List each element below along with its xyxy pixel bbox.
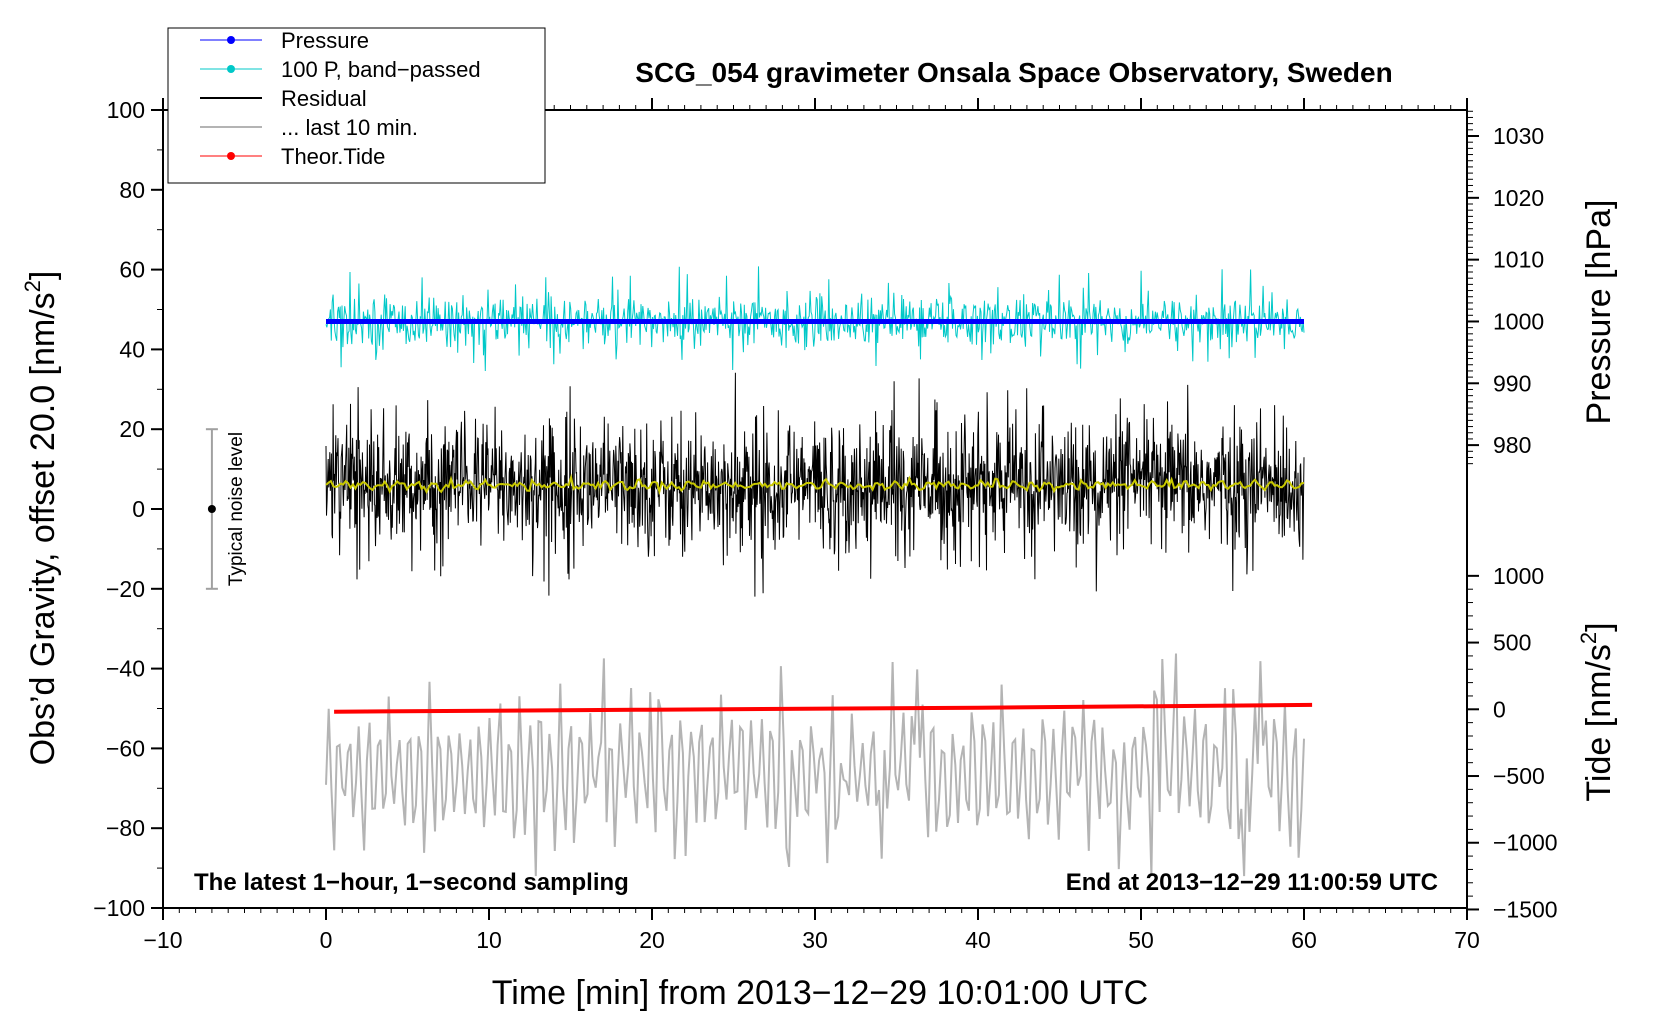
legend-label: Theor.Tide xyxy=(281,144,385,169)
note-bottom-right: End at 2013−12−29 11:00:59 UTC xyxy=(1066,869,1438,896)
tide-axis-title: Tide [nm/s2] xyxy=(1576,622,1618,801)
y-tick-label: −20 xyxy=(106,576,145,602)
labels-layer: −10 0 10 20 30 40 50 60 70100806040200−20−40−60−… xyxy=(93,97,1557,953)
y-tick-label: 80 xyxy=(119,177,145,203)
y-axis-title-close: ] xyxy=(24,271,62,280)
x-axis-title: Time [min] from 2013−12−29 10:01:00 UTC xyxy=(492,974,1148,1012)
legend-label: 100 P, band−passed xyxy=(281,57,481,82)
x-tick-label: 40 xyxy=(965,927,991,953)
tide-axis-title-close: ] xyxy=(1580,622,1618,631)
x-tick-label: 30 xyxy=(802,927,828,953)
y-axis-title-main: Obs’d Gravity, offset 20.0 [nm/s xyxy=(24,292,62,765)
x-tick-label: 0 xyxy=(320,927,333,953)
y-tick-label: −100 xyxy=(93,895,145,921)
y-tick-label: 0 xyxy=(132,496,145,522)
legend: Pressure 100 P, band−passed Residual ... la… xyxy=(167,27,546,184)
noise-bar: Typical noise level xyxy=(205,428,247,590)
pressure-tick-label: 1010 xyxy=(1493,247,1544,273)
y-axis-title: Obs’d Gravity, offset 20.0 [nm/s2] xyxy=(20,271,62,766)
pressure-tick-label: 1020 xyxy=(1493,185,1544,211)
series-residual xyxy=(325,372,1305,597)
tide-tick-label: −1000 xyxy=(1493,830,1558,856)
y-tick-label: 20 xyxy=(119,416,145,442)
tide-tick-label: −1500 xyxy=(1493,896,1558,922)
tide-tick-label: 0 xyxy=(1493,696,1506,722)
series-residual-smoothed xyxy=(325,473,1305,496)
pressure-tick-label: 980 xyxy=(1493,432,1531,458)
x-tick-label: −10 xyxy=(143,927,182,953)
legend-swatch-dot xyxy=(227,36,235,44)
pressure-tick-label: 1030 xyxy=(1493,123,1544,149)
tide-axis-title-sup: 2 xyxy=(1576,632,1601,644)
tide-tick-label: 500 xyxy=(1493,630,1531,656)
y-tick-label: −60 xyxy=(106,735,145,761)
legend-label: Residual xyxy=(281,86,367,111)
pressure-tick-label: 990 xyxy=(1493,370,1531,396)
legend-swatch-dot xyxy=(227,65,235,73)
legend-box xyxy=(167,27,546,184)
chart-title: SCG_054 gravimeter Onsala Space Observat… xyxy=(635,57,1392,88)
x-tick-label: 50 xyxy=(1128,927,1154,953)
x-tick-label: 60 xyxy=(1291,927,1317,953)
noise-bar-center-dot xyxy=(207,505,216,513)
noise-bar-label: Typical noise level xyxy=(226,432,247,586)
series-last-10-min xyxy=(325,653,1305,877)
tide-tick-label: −500 xyxy=(1493,763,1545,789)
y-axis-title-sup: 2 xyxy=(20,280,45,292)
series-theoretical-tide xyxy=(334,702,1313,714)
x-tick-label: 20 xyxy=(639,927,665,953)
y-tick-label: 100 xyxy=(107,97,145,123)
legend-swatch-dot xyxy=(227,152,235,160)
y-tick-label: −80 xyxy=(106,815,145,841)
pressure-tick-label: 1000 xyxy=(1493,308,1544,334)
series-layer xyxy=(325,266,1313,877)
tide-tick-label: 1000 xyxy=(1493,563,1544,589)
legend-label: ... last 10 min. xyxy=(281,115,418,140)
x-tick-label: 10 xyxy=(476,927,502,953)
series-band-passed-pressure xyxy=(325,266,1305,372)
y-tick-label: −40 xyxy=(106,656,145,682)
y-tick-label: 40 xyxy=(119,336,145,362)
y-tick-label: 60 xyxy=(119,257,145,283)
tide-axis-title-main: Tide [nm/s xyxy=(1580,644,1618,801)
x-tick-label: 70 xyxy=(1454,927,1480,953)
pressure-axis-title: Pressure [hPa] xyxy=(1580,200,1618,425)
note-bottom-left: The latest 1−hour, 1−second sampling xyxy=(194,869,629,896)
legend-label: Pressure xyxy=(281,28,369,53)
legend-items: Pressure 100 P, band−passed Residual ... la… xyxy=(200,28,481,169)
